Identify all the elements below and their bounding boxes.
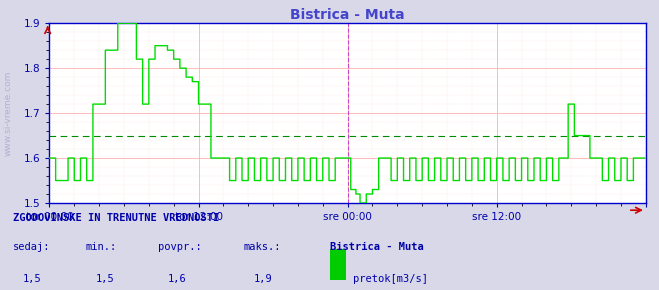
Text: povpr.:: povpr.:: [158, 242, 202, 252]
Text: sedaj:: sedaj:: [13, 242, 51, 252]
Bar: [330, 249, 346, 280]
Text: 1,9: 1,9: [254, 274, 272, 284]
Text: min.:: min.:: [86, 242, 117, 252]
Text: 1,5: 1,5: [96, 274, 114, 284]
Text: maks.:: maks.:: [244, 242, 281, 252]
Text: pretok[m3/s]: pretok[m3/s]: [353, 274, 428, 284]
Text: 1,6: 1,6: [168, 274, 186, 284]
Title: Bistrica - Muta: Bistrica - Muta: [291, 8, 405, 22]
Text: ZGODOVINSKE IN TRENUTNE VREDNOSTI: ZGODOVINSKE IN TRENUTNE VREDNOSTI: [13, 213, 219, 223]
Text: www.si-vreme.com: www.si-vreme.com: [3, 70, 13, 156]
Text: Bistrica - Muta: Bistrica - Muta: [330, 242, 423, 252]
Text: 1,5: 1,5: [23, 274, 42, 284]
